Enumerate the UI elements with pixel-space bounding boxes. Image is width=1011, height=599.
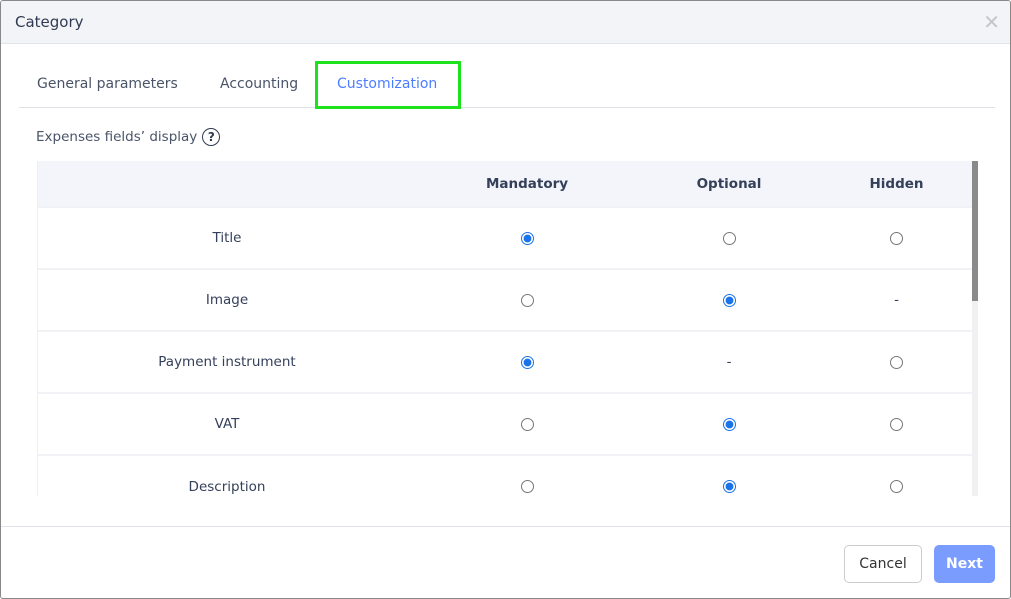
field-name: VAT: [38, 392, 416, 455]
option-cell: [638, 392, 820, 455]
option-cell: [638, 268, 820, 331]
radio-mandatory[interactable]: [520, 480, 534, 493]
option-cell: [820, 206, 972, 269]
radio-mandatory[interactable]: [520, 355, 534, 369]
not-applicable: -: [894, 292, 899, 308]
radio-mandatory[interactable]: [520, 231, 534, 245]
help-icon[interactable]: ?: [202, 128, 221, 146]
next-button[interactable]: Next: [934, 545, 995, 583]
column-header: Hidden: [820, 161, 972, 207]
cancel-button[interactable]: Cancel: [844, 545, 922, 583]
radio-hidden[interactable]: [890, 480, 903, 493]
field-name: Title: [38, 206, 416, 269]
option-cell: [820, 454, 972, 496]
radio-optional[interactable]: [722, 417, 736, 431]
fields-table: Mandatory Optional Hidden Title Image - Payme…: [38, 161, 972, 496]
radio-mandatory[interactable]: [520, 417, 534, 431]
dialog-title: Category: [15, 13, 84, 31]
radio-hidden[interactable]: [890, 355, 903, 369]
radio-hidden[interactable]: [890, 231, 903, 245]
not-applicable: -: [726, 354, 732, 370]
option-cell: -: [820, 268, 972, 331]
table-row: Image -: [38, 268, 972, 331]
radio-hidden[interactable]: [890, 417, 903, 431]
radio-optional[interactable]: [722, 480, 736, 493]
option-cell: [416, 268, 638, 331]
radio-optional[interactable]: [722, 293, 736, 307]
option-cell: [416, 206, 638, 269]
tab-general-parameters[interactable]: General parameters: [37, 76, 178, 92]
field-name: Description: [38, 454, 416, 496]
column-header: Optional: [638, 161, 820, 207]
option-cell: -: [638, 330, 820, 393]
radio-optional[interactable]: [722, 231, 736, 245]
scrollbar[interactable]: [972, 161, 978, 496]
section-label: Expenses fields’ display: [36, 129, 198, 145]
radio-mandatory[interactable]: [520, 293, 534, 307]
column-header: Mandatory: [416, 161, 638, 207]
tab-customization[interactable]: Customization: [337, 76, 438, 92]
option-cell: [638, 454, 820, 496]
fields-table-container: Mandatory Optional Hidden Title Image - Payme…: [37, 161, 972, 496]
option-cell: [416, 392, 638, 455]
option-cell: [820, 330, 972, 393]
table-row: Title: [38, 206, 972, 269]
scrollbar-thumb[interactable]: [972, 161, 978, 301]
field-name: Image: [38, 268, 416, 331]
table-row: Payment instrument -: [38, 330, 972, 393]
highlight-box: [315, 61, 461, 109]
dialog-header: Category ✕: [1, 1, 1010, 44]
option-cell: [638, 206, 820, 269]
dialog-footer: Cancel Next: [1, 526, 1010, 598]
section-heading: Expenses fields’ display ?: [36, 128, 221, 146]
close-icon[interactable]: ✕: [983, 10, 1000, 34]
tab-accounting[interactable]: Accounting: [220, 76, 299, 92]
option-cell: [820, 392, 972, 455]
option-cell: [416, 454, 638, 496]
tab-bar: General parameters Accounting Customizat…: [19, 61, 995, 109]
field-name: Payment instrument: [38, 330, 416, 393]
column-header: [38, 161, 416, 207]
option-cell: [416, 330, 638, 393]
table-row: VAT: [38, 392, 972, 455]
table-row: Description: [38, 454, 972, 496]
